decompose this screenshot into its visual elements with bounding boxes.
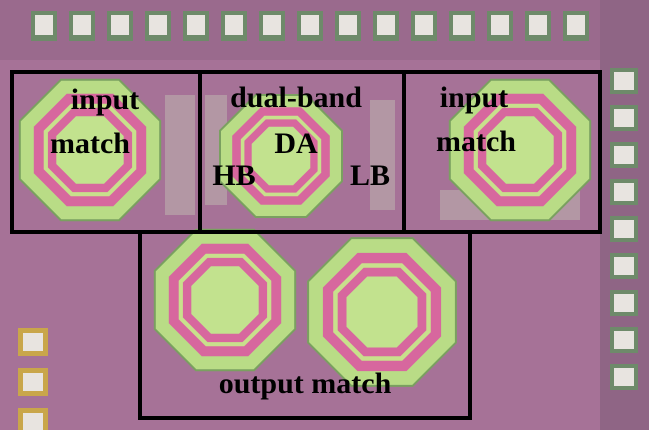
region-label: match: [50, 127, 130, 160]
metal-block: [165, 95, 195, 215]
pad: [614, 331, 634, 349]
pad: [111, 15, 129, 35]
pad: [23, 373, 43, 391]
region-box: [402, 70, 602, 234]
pad: [614, 257, 634, 275]
pad: [614, 72, 634, 90]
pad: [35, 15, 53, 35]
region-label: match: [436, 125, 516, 158]
region-label: input: [71, 83, 139, 116]
port-label: LB: [350, 159, 390, 192]
inductor-core: [346, 276, 418, 348]
region-label: input: [440, 81, 508, 114]
region-label: output match: [219, 367, 392, 400]
inductor-core: [486, 116, 554, 184]
region-boxes: [10, 70, 602, 420]
pad: [491, 15, 509, 35]
pad: [415, 15, 433, 35]
inductor-core: [251, 126, 311, 186]
pad: [23, 413, 43, 430]
pad: [614, 294, 634, 312]
region-label: dual-band: [230, 81, 362, 114]
pad: [377, 15, 395, 35]
pad: [567, 15, 585, 35]
layout-shapes: [18, 11, 638, 430]
inductor-core: [191, 266, 259, 334]
port-label: HB: [212, 159, 255, 192]
inductor-core: [56, 116, 124, 184]
pad: [187, 15, 205, 35]
pad: [73, 15, 91, 35]
pad: [453, 15, 471, 35]
pad: [301, 15, 319, 35]
pad: [23, 333, 43, 351]
pad: [225, 15, 243, 35]
pad: [614, 183, 634, 201]
pad: [263, 15, 281, 35]
pad: [529, 15, 547, 35]
pad: [149, 15, 167, 35]
pad: [614, 368, 634, 386]
pad: [614, 109, 634, 127]
pad: [614, 146, 634, 164]
metal-block: [370, 100, 395, 210]
region-label: DA: [274, 127, 318, 160]
pad: [339, 15, 357, 35]
region-box: [138, 230, 472, 420]
pad-ring-top: [0, 0, 649, 60]
pad: [614, 220, 634, 238]
